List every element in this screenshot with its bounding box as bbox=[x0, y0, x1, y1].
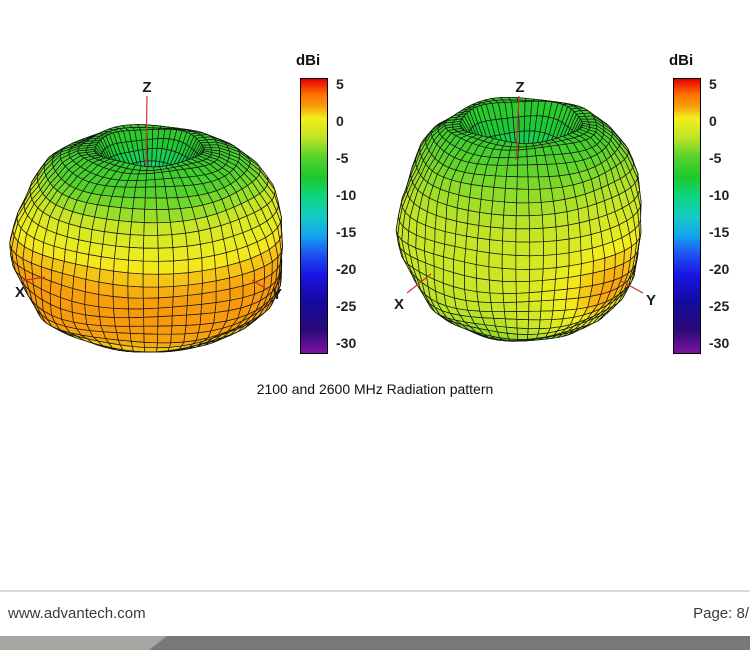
colorbar-2600: dBi 5 0 -5 -10 -15 -20 -25 -30 bbox=[667, 52, 745, 364]
y-axis-line bbox=[251, 279, 269, 291]
colorbar-gradient bbox=[300, 78, 328, 354]
y-axis-label: Y bbox=[272, 286, 282, 303]
x-axis-label: X bbox=[394, 296, 404, 313]
footer-page-number: Page: 8/ bbox=[693, 605, 749, 622]
x-axis-label: X bbox=[15, 284, 25, 301]
colorbar-tick: -10 bbox=[336, 187, 357, 203]
footer-divider bbox=[0, 590, 750, 592]
x-axis-line bbox=[406, 273, 432, 294]
radiation-pattern-2600: Z X Y bbox=[394, 79, 656, 342]
radiation-pattern-2100: Z X Y bbox=[9, 79, 283, 353]
y-axis-line bbox=[620, 280, 644, 294]
colorbar-tick: -30 bbox=[336, 335, 357, 351]
z-axis-line bbox=[515, 95, 520, 161]
footer-website: www.advantech.com bbox=[8, 605, 146, 622]
z-axis-label: Z bbox=[142, 79, 151, 96]
colorbar-tick: -5 bbox=[336, 150, 349, 166]
surface-mesh bbox=[9, 124, 283, 353]
z-axis-line bbox=[145, 95, 148, 167]
colorbar-2100: dBi 5 0 -5 -10 -15 -20 -25 -30 bbox=[294, 52, 372, 364]
colorbar-title: dBi bbox=[296, 52, 321, 69]
footer-brand-bar-light-segment bbox=[0, 636, 167, 650]
x-axis-line bbox=[19, 276, 46, 282]
colorbar-tick: 0 bbox=[709, 113, 717, 129]
z-axis-label: Z bbox=[515, 79, 524, 96]
colorbar-tick: 5 bbox=[709, 76, 717, 92]
colorbar-tick: -15 bbox=[709, 224, 730, 240]
colorbar-tick: 0 bbox=[336, 113, 344, 129]
y-axis-label: Y bbox=[646, 292, 656, 309]
colorbar-tick: -20 bbox=[709, 261, 730, 277]
colorbar-title: dBi bbox=[669, 52, 694, 69]
colorbar-tick: 5 bbox=[336, 76, 344, 92]
colorbar-tick: -25 bbox=[709, 298, 730, 314]
surface-mesh bbox=[395, 96, 642, 342]
colorbar-tick: -15 bbox=[336, 224, 357, 240]
footer-brand-bar bbox=[0, 636, 750, 650]
figure-caption: 2100 and 2600 MHz Radiation pattern bbox=[256, 381, 494, 397]
colorbar-tick: -30 bbox=[709, 335, 730, 351]
colorbar-tick: -10 bbox=[709, 187, 730, 203]
colorbar-gradient bbox=[673, 78, 701, 354]
colorbar-tick: -20 bbox=[336, 261, 357, 277]
colorbar-tick: -25 bbox=[336, 298, 357, 314]
colorbar-tick: -5 bbox=[709, 150, 722, 166]
